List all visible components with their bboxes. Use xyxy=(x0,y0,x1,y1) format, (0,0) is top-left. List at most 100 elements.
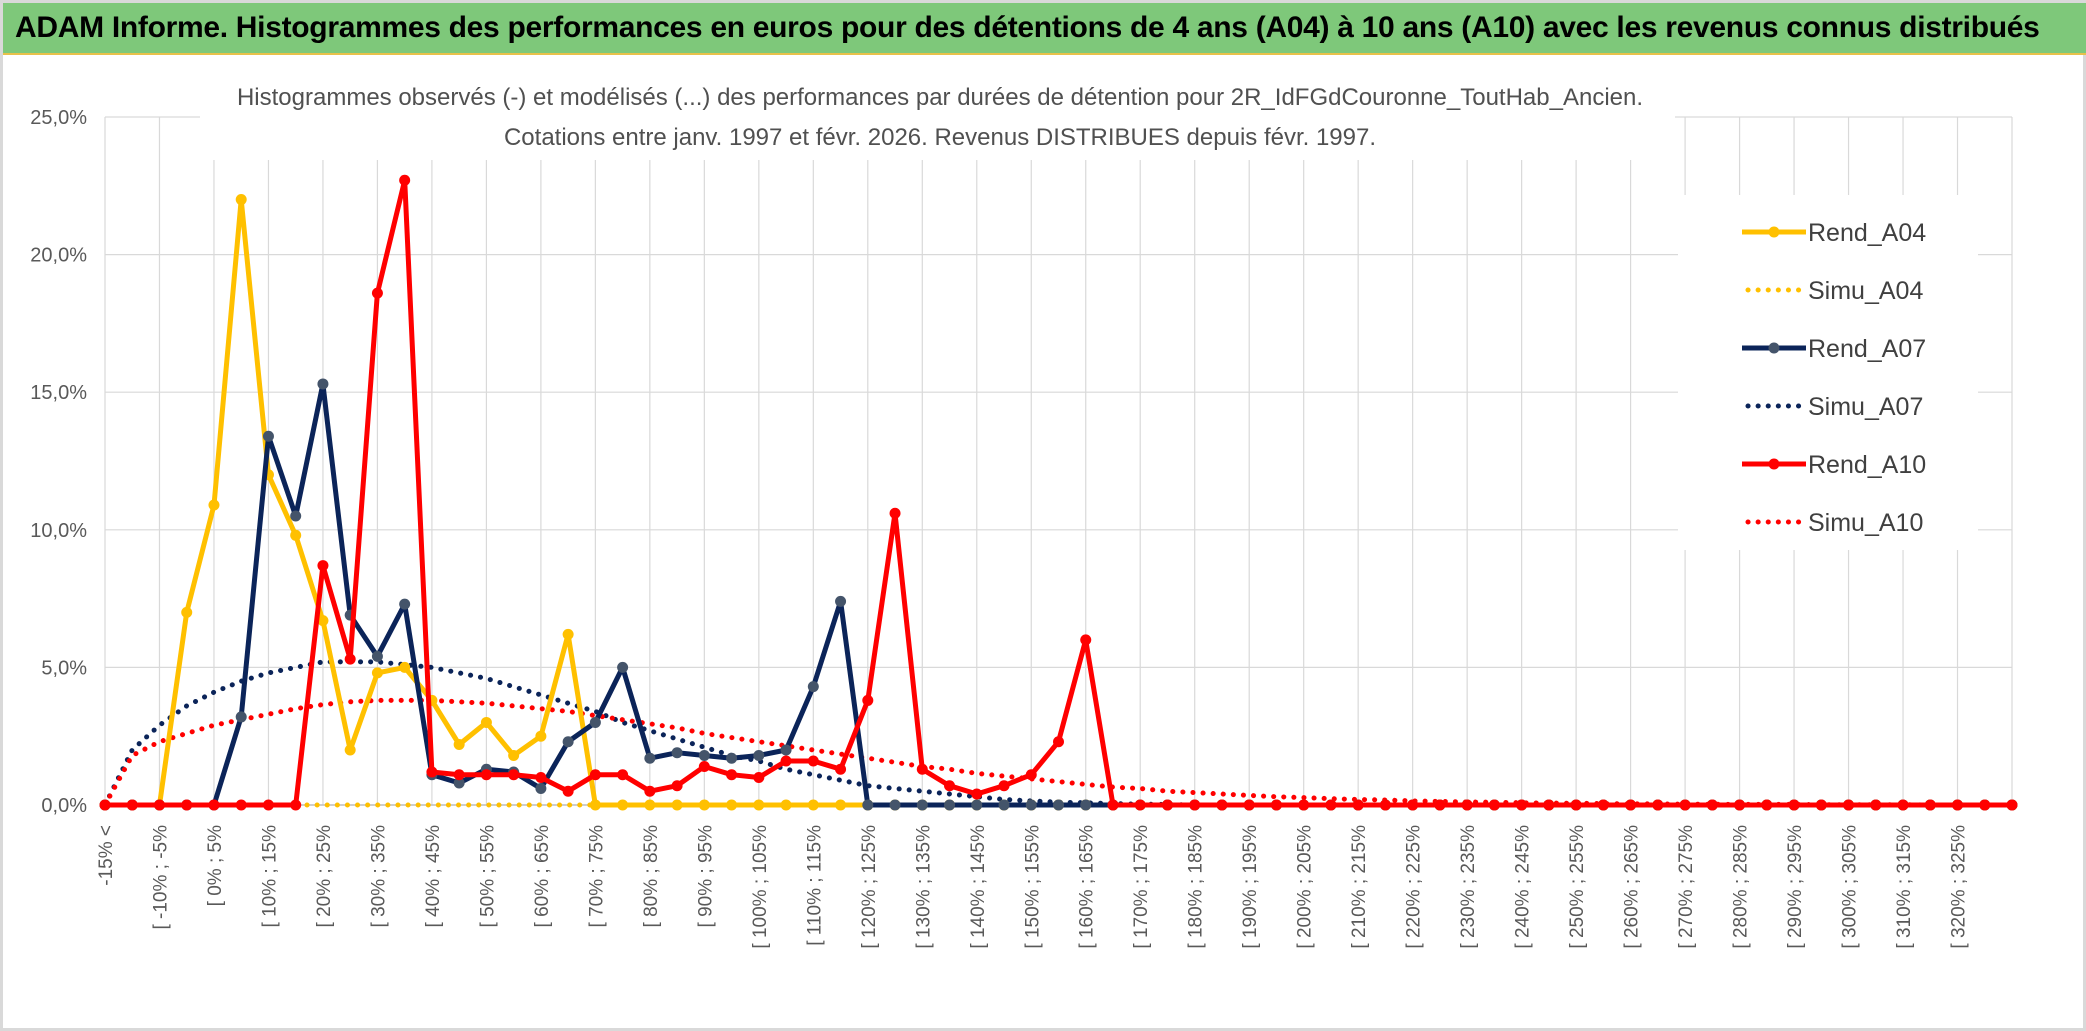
legend-label: Rend_A07 xyxy=(1808,335,1926,363)
data-point xyxy=(835,763,847,775)
x-tick-label: [ 200% ; 205% xyxy=(1295,825,1316,949)
data-point xyxy=(644,799,656,811)
x-tick-label: [ 150% ; 155% xyxy=(1022,825,1043,949)
data-point xyxy=(862,799,874,811)
data-point xyxy=(508,769,520,781)
data-point xyxy=(1080,634,1092,646)
x-tick-label: [ 0% ; 5% xyxy=(205,825,226,906)
data-point xyxy=(1025,769,1037,781)
data-point xyxy=(399,661,411,673)
series-rend-a10 xyxy=(99,174,2018,811)
data-point xyxy=(944,780,956,792)
x-tick-label: [ 100% ; 105% xyxy=(750,825,771,949)
x-tick-label: [ 110% ; 115% xyxy=(804,825,825,946)
x-tick-label: [ 80% ; 85% xyxy=(641,825,662,928)
data-point xyxy=(1270,799,1282,811)
chart-title-line-1: Histogrammes observés (-) et modélisés (… xyxy=(237,84,1643,111)
legend-entry: Rend_A07 xyxy=(1742,335,1926,363)
x-tick-label: [ 130% ; 135% xyxy=(913,825,934,949)
data-point xyxy=(617,769,629,781)
legend-marker xyxy=(1768,458,1780,470)
data-point xyxy=(671,799,683,811)
data-point xyxy=(971,788,983,800)
data-point xyxy=(1924,799,1936,811)
data-point xyxy=(1189,799,1201,811)
x-tick-label: [ 50% ; 55% xyxy=(477,825,498,928)
data-point xyxy=(317,378,329,390)
data-point xyxy=(617,661,629,673)
data-point xyxy=(562,736,574,748)
data-point xyxy=(1597,799,1609,811)
data-point xyxy=(998,780,1010,792)
legend-marker xyxy=(1768,226,1780,238)
data-point xyxy=(344,744,356,756)
x-tick-label: [ 260% ; 265% xyxy=(1622,825,1643,949)
x-tick-label: [ 10% ; 15% xyxy=(259,825,280,928)
x-tick-label: [ 230% ; 235% xyxy=(1458,825,1479,949)
data-point xyxy=(1788,799,1800,811)
data-point xyxy=(807,755,819,767)
series-simu-a10 xyxy=(102,697,2015,808)
data-point xyxy=(399,598,411,610)
data-point xyxy=(1625,799,1637,811)
data-point xyxy=(1570,799,1582,811)
data-point xyxy=(889,507,901,519)
data-point xyxy=(1652,799,1664,811)
x-tick-label: -15% < xyxy=(96,825,117,886)
data-point xyxy=(480,769,492,781)
data-point xyxy=(944,799,956,811)
data-point xyxy=(453,738,465,750)
data-point xyxy=(535,771,547,783)
y-tick-label: 0,0% xyxy=(41,795,87,817)
data-point xyxy=(344,653,356,665)
legend-label: Simu_A07 xyxy=(1808,393,1923,421)
series-line xyxy=(102,697,2015,808)
x-tick-label: [ 300% ; 305% xyxy=(1840,825,1861,949)
x-tick-label: [ 220% ; 225% xyxy=(1404,825,1425,949)
data-point xyxy=(862,694,874,706)
data-point xyxy=(1843,799,1855,811)
data-point xyxy=(726,769,738,781)
data-point xyxy=(1025,799,1037,811)
data-point xyxy=(1516,799,1528,811)
x-tick-label: [ 70% ; 75% xyxy=(586,825,607,928)
data-point xyxy=(535,730,547,742)
data-point xyxy=(780,755,792,767)
x-tick-label: [ 210% ; 215% xyxy=(1349,825,1370,949)
data-point xyxy=(1080,799,1092,811)
legend-entry: Simu_A04 xyxy=(1745,277,1923,305)
data-point xyxy=(1434,799,1446,811)
data-point xyxy=(235,194,247,206)
data-point xyxy=(1734,799,1746,811)
data-point xyxy=(2006,799,2018,811)
data-point xyxy=(589,716,601,728)
data-point xyxy=(698,749,710,761)
data-point xyxy=(262,430,274,442)
x-tick-label: [ 310% ; 315% xyxy=(1894,825,1915,949)
y-tick-label: 5,0% xyxy=(41,657,87,679)
y-axis-labels: 0,0% 5,0% 10,0% 15,0% 20,0% 25,0% xyxy=(30,107,87,817)
data-point xyxy=(617,799,629,811)
data-point xyxy=(1706,799,1718,811)
data-point xyxy=(753,799,765,811)
data-point xyxy=(181,799,193,811)
data-point xyxy=(1134,799,1146,811)
x-tick-label: [ 170% ; 175% xyxy=(1131,825,1152,949)
data-point xyxy=(589,799,601,811)
legend-entry: Simu_A10 xyxy=(1745,509,1923,537)
x-axis-labels: -15% < [ -10% ; -5% [ 0% ; 5% [ 10% ; 15% [ … xyxy=(96,825,1970,949)
data-point xyxy=(208,799,220,811)
x-tick-label: [ 60% ; 65% xyxy=(532,825,553,928)
data-point xyxy=(317,560,329,572)
data-point xyxy=(1897,799,1909,811)
y-tick-label: 25,0% xyxy=(30,107,87,129)
data-point xyxy=(290,799,302,811)
data-point xyxy=(426,766,438,778)
x-tick-label: [ 160% ; 165% xyxy=(1077,825,1098,949)
data-point xyxy=(998,799,1010,811)
header-banner: ADAM Informe. Histogrammes des performan… xyxy=(3,3,2086,55)
legend-label: Rend_A04 xyxy=(1808,219,1926,247)
data-point xyxy=(1761,799,1773,811)
data-point xyxy=(807,681,819,693)
